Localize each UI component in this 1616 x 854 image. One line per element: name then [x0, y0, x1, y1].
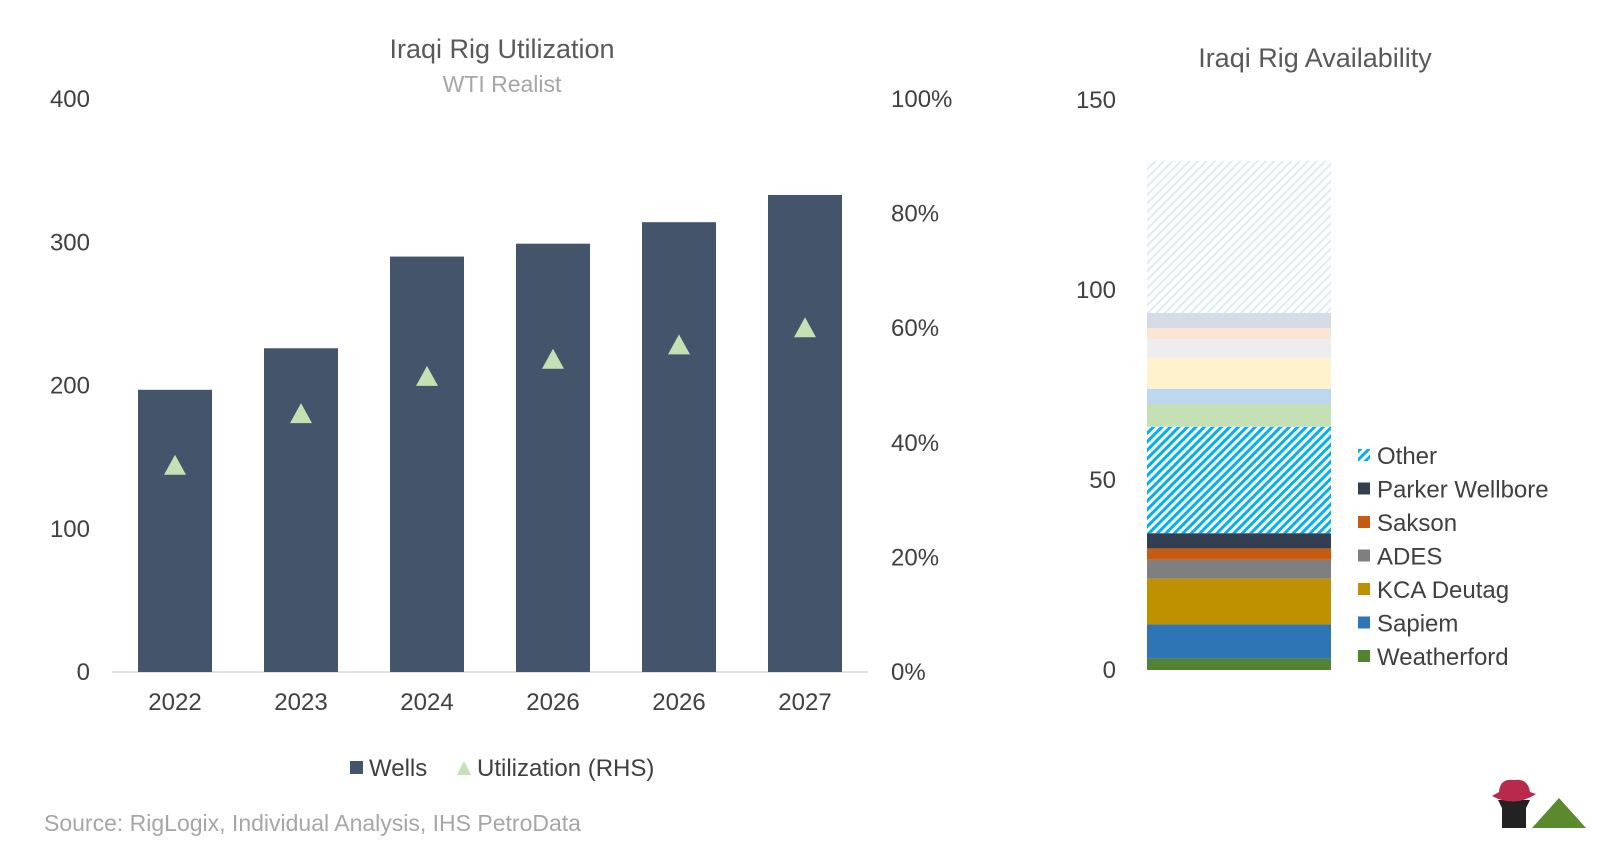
- wells-bar: [516, 243, 590, 672]
- utilization-marker: [542, 348, 564, 369]
- utilization-chart-subtitle: WTI Realist: [443, 71, 562, 97]
- legend-label: KCA Deutag: [1377, 577, 1509, 604]
- legend-swatch: [1358, 650, 1370, 662]
- availability-chart-title: Iraqi Rig Availability: [1198, 43, 1432, 73]
- stack-segment: [1147, 388, 1331, 404]
- stack-segment: [1147, 358, 1331, 389]
- x-tick-label: 2027: [778, 689, 831, 716]
- left-y-tick-label: 300: [50, 229, 90, 256]
- legend-swatch: [1358, 616, 1370, 629]
- stack-segment-ades: [1147, 559, 1331, 579]
- legend-label: Weatherford: [1377, 644, 1509, 671]
- utilization-marker: [416, 365, 438, 386]
- right-y-axis: 0% 20% 40% 60% 80% 100%: [891, 86, 952, 686]
- stack-segment: [1147, 312, 1331, 328]
- wells-series: [138, 194, 842, 673]
- x-tick-label: 2026: [652, 689, 705, 716]
- right-y-tick-label: 60%: [891, 315, 939, 342]
- utilization-marker: [668, 334, 690, 355]
- utilization-chart: Iraqi Rig Utilization WTI Realist 0 100 20…: [50, 34, 952, 782]
- right-y-tick-label: 80%: [891, 201, 939, 228]
- legend-wells-label: Wells: [369, 755, 427, 782]
- x-tick-label: 2026: [526, 689, 579, 716]
- left-y-tick-label: 400: [50, 86, 90, 113]
- utilization-marker: [164, 454, 186, 475]
- stack-segment-weatherford: [1147, 658, 1331, 670]
- stack-segment: [1147, 160, 1331, 313]
- utilization-chart-legend: Wells Utilization (RHS): [350, 755, 654, 782]
- right-y-tick-label: 40%: [891, 430, 939, 457]
- legend-utilization-label: Utilization (RHS): [477, 755, 654, 782]
- right-y-tick-label: 0%: [891, 659, 926, 686]
- x-axis: 2022 2023 2024 2026 2026 2027: [148, 689, 831, 716]
- legend-swatch: [1358, 449, 1370, 461]
- left-y-tick-label: 200: [50, 373, 90, 400]
- stack-segment: [1147, 404, 1331, 427]
- x-tick-label: 2023: [274, 689, 327, 716]
- legend-label: Parker Wellbore: [1377, 477, 1549, 504]
- source-note: Source: RigLogix, Individual Analysis, I…: [44, 810, 581, 836]
- wells-bar: [768, 194, 842, 673]
- utilization-series: [164, 317, 816, 475]
- legend-label: Sakson: [1377, 510, 1457, 537]
- utilization-chart-title: Iraqi Rig Utilization: [389, 34, 614, 64]
- logo-mountain-icon: [1532, 798, 1586, 828]
- availability-chart: Iraqi Rig Availability 0 50 100 150 Other Pa…: [1076, 43, 1549, 684]
- left-y-tick-label: 100: [50, 516, 90, 543]
- stack-segment-sapiem: [1147, 624, 1331, 659]
- legend-label: ADES: [1377, 544, 1442, 571]
- availability-legend: Other Parker Wellbore Sakson ADES KCA Deutag…: [1358, 443, 1549, 671]
- stack-segment-kca-deutag: [1147, 578, 1331, 625]
- wells-bar: [264, 348, 338, 672]
- right-y-tick-label: 100%: [891, 86, 952, 113]
- availability-y-tick-label: 100: [1076, 277, 1116, 304]
- legend-wells-swatch: [350, 761, 363, 774]
- left-y-axis: 0 100 200 300 400: [50, 86, 90, 686]
- stack-segment-sakson: [1147, 548, 1331, 560]
- stack-segment-parker-wellbore: [1147, 533, 1331, 549]
- availability-y-tick-label: 0: [1103, 657, 1116, 684]
- legend-swatch: [1358, 549, 1370, 562]
- utilization-marker: [290, 403, 312, 424]
- wells-bar: [138, 389, 212, 672]
- brand-logo: [1492, 779, 1586, 828]
- utilization-marker: [794, 317, 816, 338]
- availability-y-tick-label: 150: [1076, 87, 1116, 114]
- legend-swatch: [1358, 516, 1370, 528]
- legend-label: Other: [1377, 443, 1437, 470]
- stack-segment: [1147, 339, 1331, 359]
- wells-bar: [642, 222, 716, 672]
- logo-figure-icon: [1498, 800, 1530, 828]
- legend-swatch: [1358, 482, 1370, 495]
- wells-bar: [390, 256, 464, 672]
- legend-utilization-swatch: [457, 761, 471, 775]
- stack-segment-other: [1147, 426, 1331, 534]
- availability-y-axis: 0 50 100 150: [1076, 87, 1116, 684]
- availability-y-tick-label: 50: [1089, 467, 1116, 494]
- x-tick-label: 2022: [148, 689, 201, 716]
- legend-label: Sapiem: [1377, 611, 1458, 638]
- right-y-tick-label: 20%: [891, 544, 939, 571]
- logo-hat-icon: [1492, 779, 1536, 802]
- left-y-tick-label: 0: [77, 659, 90, 686]
- x-tick-label: 2024: [400, 689, 453, 716]
- legend-swatch: [1358, 583, 1370, 595]
- stack-segment: [1147, 328, 1331, 340]
- availability-stack: [1147, 160, 1331, 670]
